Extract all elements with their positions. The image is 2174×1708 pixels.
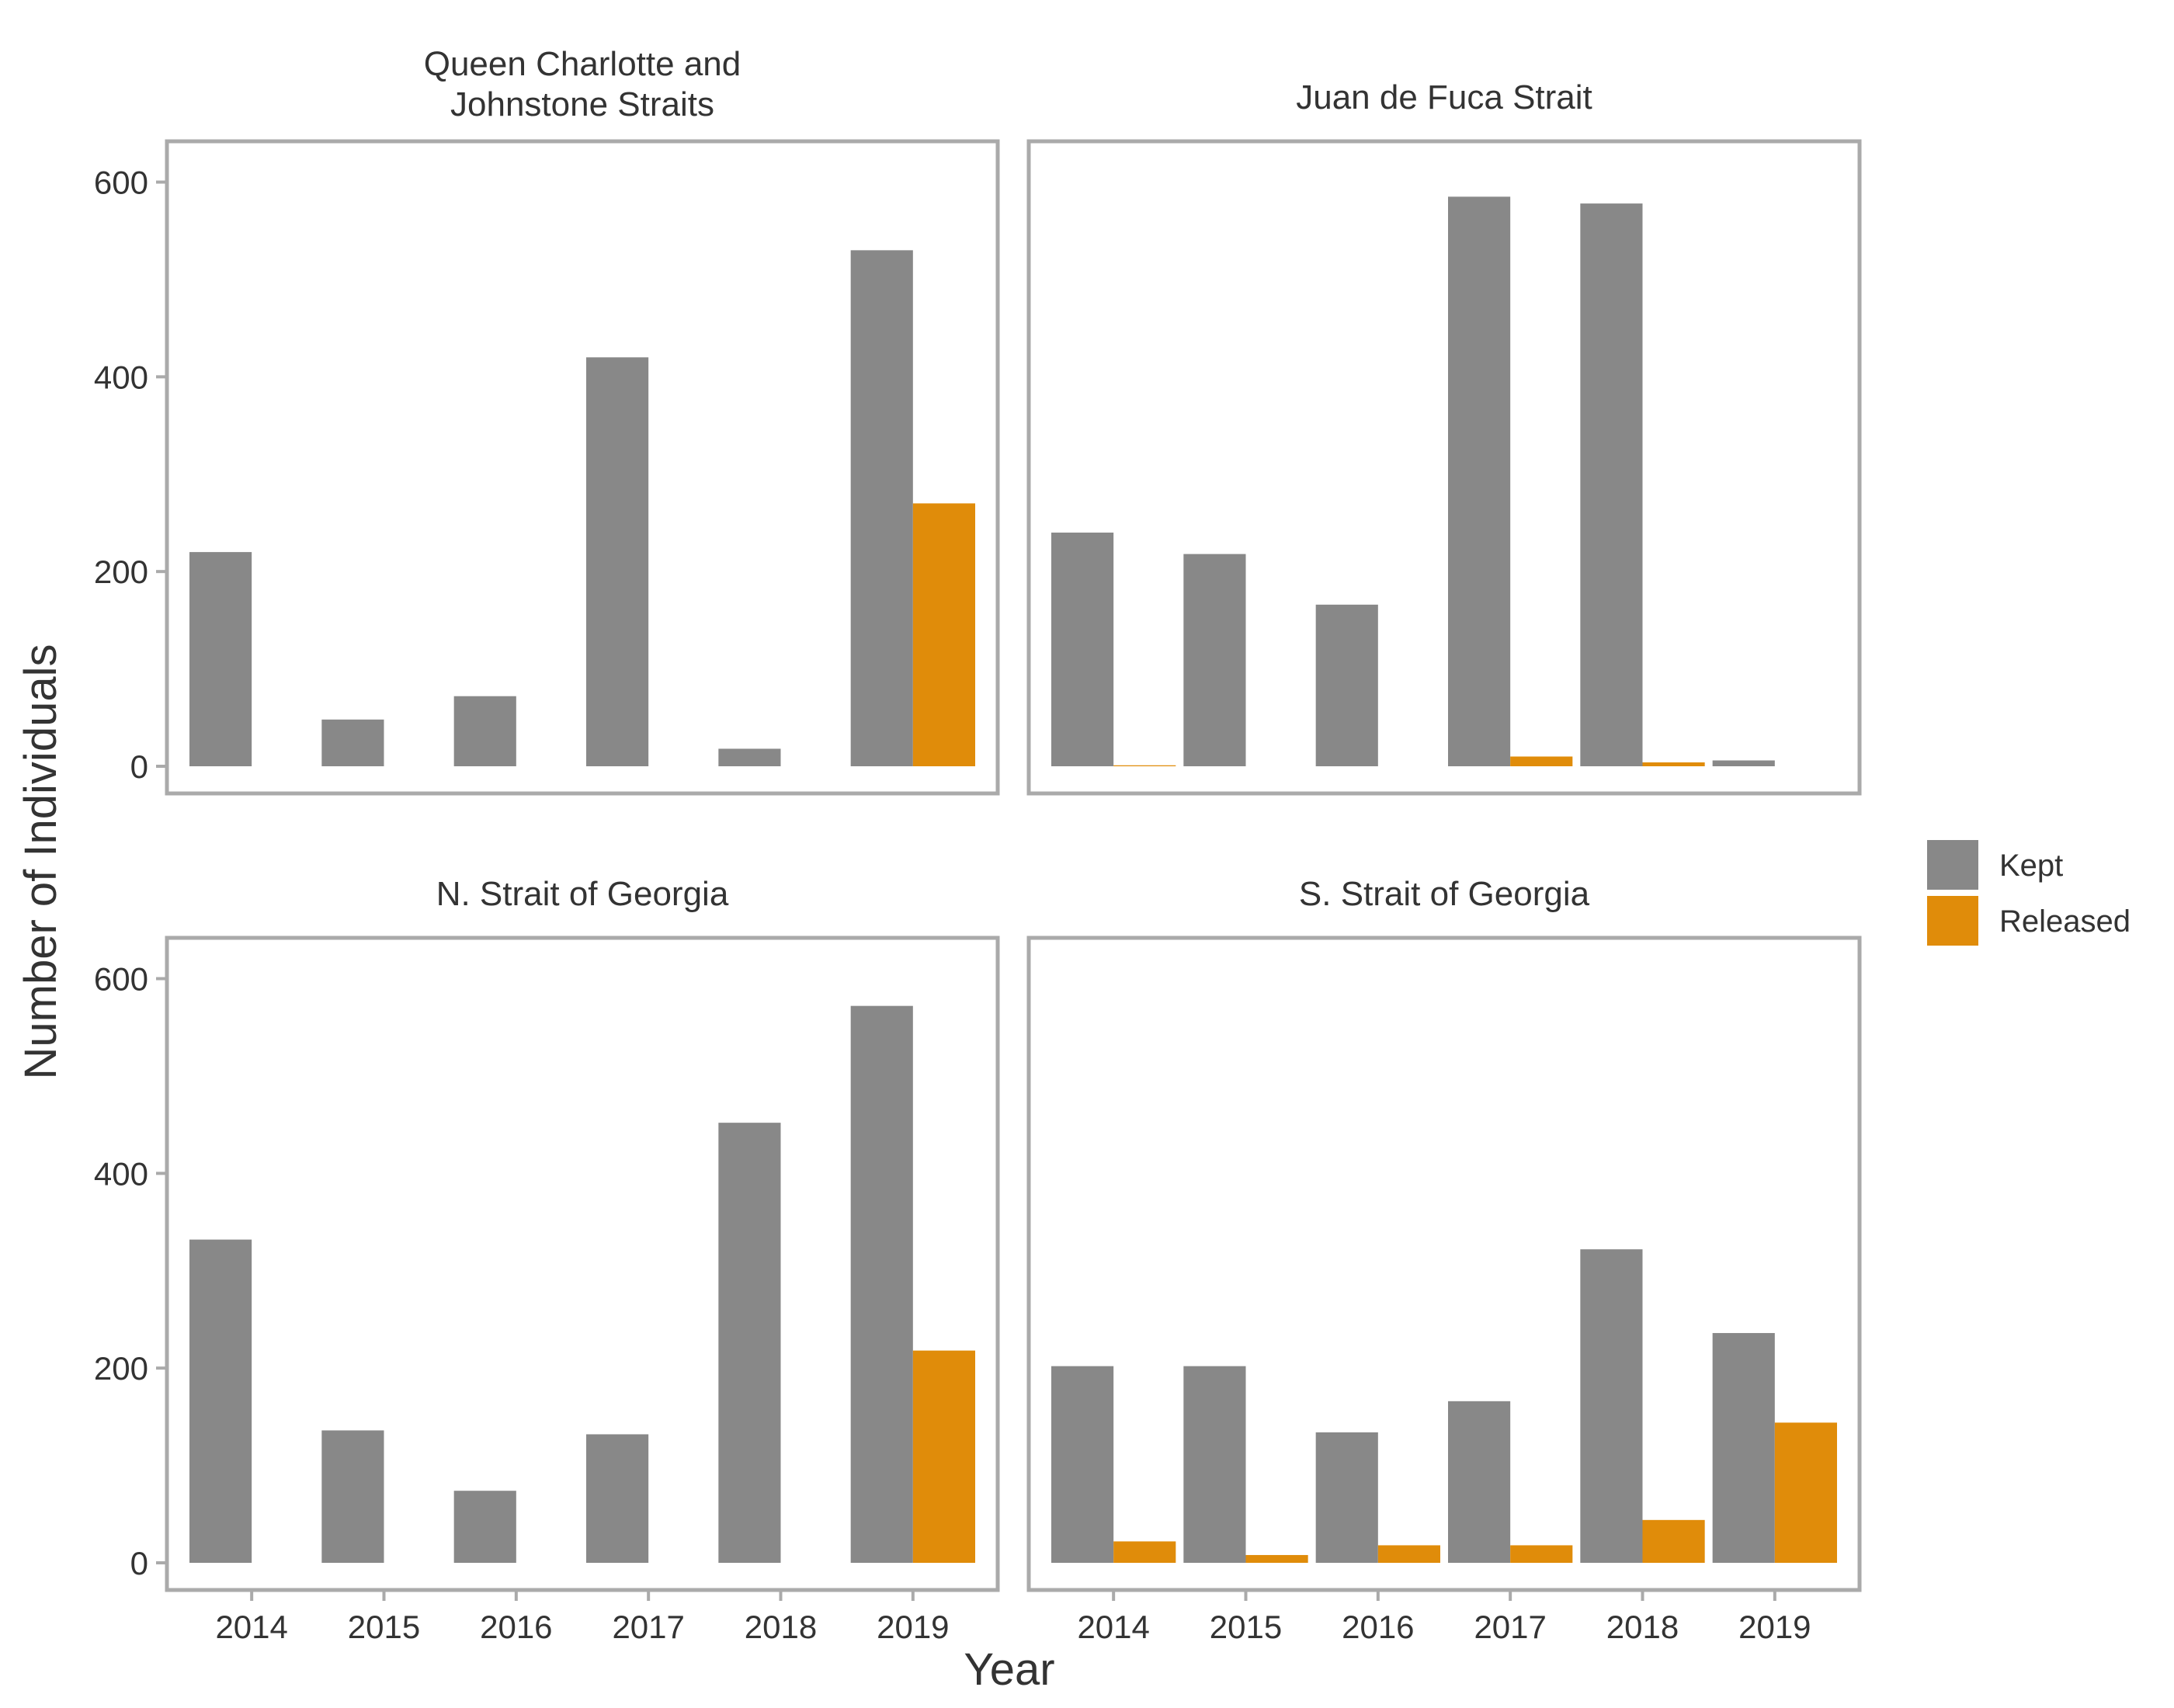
x-tick-label: 2019	[877, 1609, 949, 1645]
bar-kept	[1051, 1366, 1114, 1563]
bar-released	[1510, 1545, 1573, 1563]
legend-key-kept	[1927, 840, 1978, 890]
legend-label: Released	[1999, 904, 2131, 939]
panel-frame	[1026, 936, 1862, 1592]
panel: Juan de Fuca Strait	[1026, 78, 1862, 796]
y-tick-label: 0	[130, 1545, 148, 1581]
bar-kept	[1183, 1366, 1246, 1563]
y-tick-label: 200	[94, 1350, 148, 1387]
bar-kept	[453, 1491, 516, 1563]
bar-kept	[1448, 196, 1511, 766]
y-tick-label: 600	[94, 165, 148, 201]
bar-released	[912, 1350, 975, 1563]
legend: Kept Released	[1927, 840, 2131, 946]
y-tick-label: 400	[94, 359, 148, 395]
bar-kept	[1448, 1401, 1511, 1563]
panel-frame	[165, 936, 1000, 1592]
bar-released	[1113, 1541, 1176, 1563]
bar-released	[1377, 1545, 1440, 1563]
bar-kept	[1712, 760, 1775, 766]
bar-released	[912, 503, 975, 766]
bar-kept	[718, 1123, 781, 1563]
bar-kept	[1183, 554, 1246, 766]
panel-title: N. Strait of Georgia	[436, 875, 729, 913]
bar-released	[1510, 756, 1573, 766]
x-axis-title: Year	[964, 1644, 1054, 1695]
bar-released	[1113, 765, 1176, 766]
bar-kept	[718, 748, 781, 766]
panel-frame	[165, 139, 1000, 796]
x-tick-label: 2017	[1474, 1609, 1546, 1645]
x-tick-label: 2015	[348, 1609, 420, 1645]
panel: S. Strait of Georgia 2014 2015 2016 2017 2018…	[1026, 875, 1862, 1645]
legend-key-released	[1927, 896, 1978, 946]
x-tick-label: 2016	[1342, 1609, 1414, 1645]
legend-label: Kept	[1999, 849, 2063, 883]
x-tick-label: 2019	[1738, 1609, 1811, 1645]
y-tick-label: 200	[94, 554, 148, 590]
x-tick-label: 2016	[480, 1609, 552, 1645]
y-tick-label: 400	[94, 1155, 148, 1192]
y-tick-label: 0	[130, 748, 148, 785]
bar-kept	[1712, 1333, 1775, 1563]
bar-kept	[586, 1434, 649, 1563]
y-tick-label: 600	[94, 961, 148, 998]
bar-kept	[850, 250, 913, 766]
bar-kept	[586, 357, 649, 766]
bar-kept	[1315, 1432, 1378, 1563]
x-tick-label: 2017	[612, 1609, 684, 1645]
panel-title: Johnstone Straits	[450, 85, 714, 123]
bar-released	[1774, 1422, 1837, 1563]
bar-kept	[1051, 533, 1114, 766]
panel-title: Juan de Fuca Strait	[1296, 78, 1592, 116]
bar-kept	[189, 1239, 252, 1563]
panel: N. Strait of Georgia 0 200 400 600 2014 2015 20…	[94, 875, 1000, 1645]
panel-frame	[1026, 139, 1862, 796]
x-tick-label: 2014	[1077, 1609, 1149, 1645]
y-axis-title: Number of Individuals	[16, 644, 66, 1080]
bar-released	[1245, 1554, 1308, 1563]
panel-title: S. Strait of Georgia	[1299, 875, 1590, 913]
bar-kept	[189, 552, 252, 766]
bar-kept	[321, 719, 384, 766]
bar-kept	[1580, 1249, 1643, 1563]
bar-kept	[321, 1430, 384, 1563]
bar-kept	[1580, 203, 1643, 767]
x-tick-label: 2014	[215, 1609, 287, 1645]
x-tick-label: 2018	[745, 1609, 817, 1645]
bar-released	[1642, 762, 1705, 766]
bar-released	[1642, 1519, 1705, 1563]
bar-kept	[1315, 604, 1378, 766]
bar-kept	[850, 1005, 913, 1563]
bar-kept	[453, 696, 516, 766]
x-tick-label: 2015	[1210, 1609, 1282, 1645]
panel-title: Queen Charlotte and	[424, 45, 741, 83]
x-tick-label: 2018	[1606, 1609, 1679, 1645]
